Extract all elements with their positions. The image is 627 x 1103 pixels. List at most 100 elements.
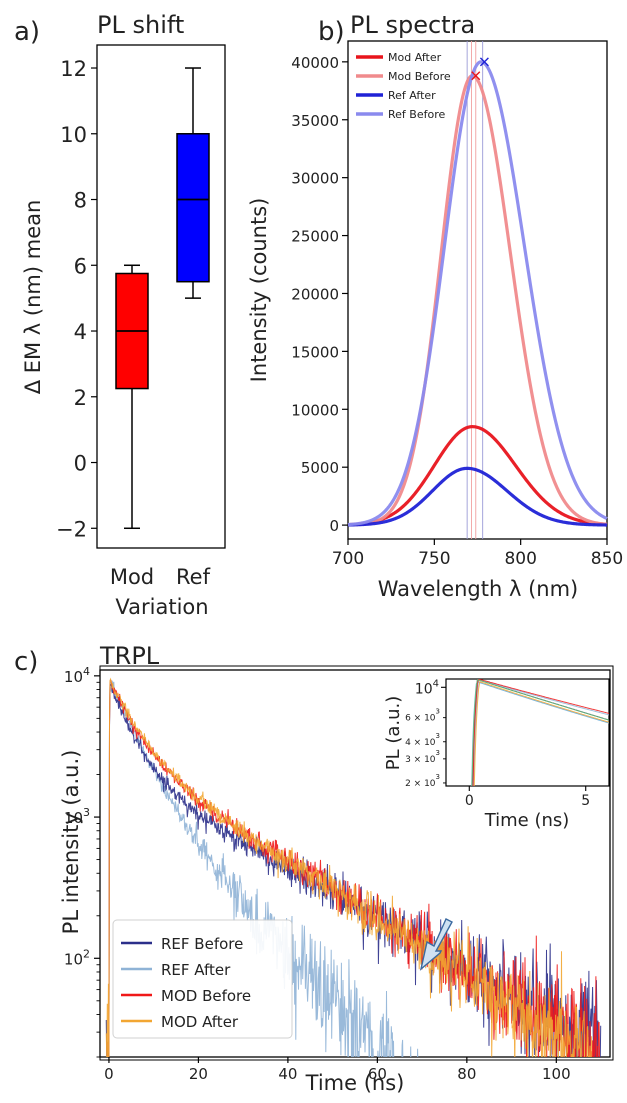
panel-b-y-tick-label: 10000 (291, 401, 339, 419)
panel-b-label: b) (318, 17, 345, 47)
panel-c-title: TRPL (99, 642, 160, 670)
legend-entry-ref-before: REF Before (121, 935, 243, 953)
legend-entry-ref-after: REF After (121, 961, 231, 979)
panel-b-y-tick-label: 35000 (291, 112, 339, 130)
panel-b: b) PL spectra 700 750 800 850 0 5000 10000 150… (247, 11, 623, 601)
panel-a-y-tick-label: 4 (74, 320, 87, 344)
panel-c-inset-y-axis-label: PL (a.u.) (383, 696, 404, 771)
legend-entry-ref-before: Ref Before (356, 108, 445, 121)
panel-c-y-tick-label: 104 (64, 665, 90, 686)
inset-trace (472, 679, 609, 786)
panel-c-x-tick-label: 60 (368, 1065, 387, 1083)
panel-c-y-ticks: 102 103 104 (64, 665, 100, 1058)
panel-a-x-axis-label: Variation (115, 595, 208, 619)
panel-c-inset-series (471, 679, 609, 786)
panel-a: a) PL shift −2 0 2 4 6 8 10 12 Mod Ref Variatio… (14, 11, 226, 619)
panel-c-inset-y-minor-label: 4 × 103 (405, 732, 440, 748)
panel-c-inset-x-tick-label: 0 (465, 793, 474, 809)
legend-entry-mod-before: Mod Before (356, 70, 451, 83)
panel-b-y-axis-label: Intensity (counts) (247, 198, 271, 383)
panel-c-x-tick-label: 80 (457, 1065, 476, 1083)
panel-c-x-axis-label: Time (ns) (305, 1071, 405, 1095)
panel-b-y-tick-label: 0 (329, 517, 339, 535)
box-ref (176, 67, 210, 299)
panel-a-y-tick-label: 12 (60, 57, 87, 81)
peak-marker-x (479, 57, 489, 67)
panel-b-peak-guides (466, 41, 484, 539)
panel-c-series (105, 677, 602, 1057)
panel-b-x-tick-label: 700 (332, 549, 364, 569)
panel-b-y-tick-label: 25000 (291, 228, 339, 246)
panel-b-x-tick-label: 800 (504, 549, 536, 569)
panel-c-y-tick-label: 103 (64, 806, 90, 827)
series-line-mod-before (347, 74, 608, 527)
panel-c-inset-x-tick-label: 5 (581, 793, 590, 809)
legend-label: Mod After (388, 51, 442, 64)
panel-a-category-mod: Mod (110, 565, 154, 589)
panel-b-y-tick-label: 5000 (301, 459, 339, 477)
legend-entry-mod-after: MOD After (121, 1013, 239, 1031)
panel-b-x-axis-label: Wavelength λ (nm) (378, 577, 579, 601)
panel-c-label: c) (14, 647, 38, 677)
panel-b-x-ticks: 700 750 800 850 (332, 539, 623, 569)
panel-b-x-tick-label: 750 (418, 549, 450, 569)
inset-trace (472, 679, 609, 786)
box-iqr (176, 133, 210, 283)
box-mod (115, 264, 149, 530)
panel-b-y-tick-label: 15000 (291, 343, 339, 361)
legend-entry-mod-before: MOD Before (121, 987, 251, 1005)
panel-a-y-tick-label: −2 (56, 517, 87, 541)
trpl-trace-ref-after (105, 679, 419, 1057)
panel-c-inset-y-tick-label: 104 (415, 678, 439, 697)
panel-a-y-tick-label: 8 (74, 189, 87, 213)
panel-c-x-ticks: 0 20 40 60 80 100 (104, 1057, 571, 1083)
panel-a-y-tick-label: 2 (74, 386, 87, 410)
peak-marker-x (471, 71, 481, 81)
panel-b-title: PL spectra (350, 11, 475, 39)
panel-c-x-tick-label: 100 (542, 1065, 571, 1083)
panel-b-series (347, 60, 608, 527)
panel-c-inset-y-minor-label: 6 × 103 (405, 708, 440, 724)
panel-b-x-tick-label: 850 (591, 549, 623, 569)
inset-trace (471, 679, 609, 786)
trpl-trace-ref-before (105, 683, 602, 1057)
legend-label: Ref After (388, 89, 436, 102)
inset-trace (473, 681, 609, 786)
panel-c-y-tick-label: 102 (64, 947, 90, 968)
panel-a-label: a) (14, 17, 40, 47)
panel-a-y-ticks: −2 0 2 4 6 8 10 12 (56, 57, 97, 541)
panel-b-y-tick-label: 30000 (291, 170, 339, 188)
panel-c-x-tick-label: 20 (189, 1065, 208, 1083)
panel-c-inset-x-axis-label: Time (ns) (484, 810, 570, 831)
panel-b-peak-markers (471, 57, 489, 81)
panel-b-plot-frame (347, 40, 608, 540)
panel-b-y-ticks: 0 5000 10000 15000 20000 25000 30000 35000 40000 (291, 54, 348, 535)
legend-label: MOD After (161, 1013, 239, 1031)
panel-b-legend: Mod After Mod Before Ref After Ref Before (356, 51, 451, 121)
down-arrow-icon (419, 918, 453, 971)
legend-label: REF Before (161, 935, 243, 953)
legend-label: REF After (161, 961, 231, 979)
panel-a-y-axis-label: Δ EM λ (nm) mean (21, 200, 45, 395)
panel-c: c) TRPL 0 20 40 60 80 100 102 103 104 REF Befor… (14, 642, 614, 1095)
panel-c-decay-arrow (419, 918, 453, 971)
panel-a-boxes (115, 67, 210, 530)
panel-c-x-tick-label: 0 (104, 1065, 114, 1083)
panel-c-plot-frame (99, 669, 611, 1058)
legend-box (112, 919, 293, 1039)
panel-b-y-tick-label: 40000 (291, 54, 339, 72)
panel-a-plot-frame (96, 44, 226, 549)
series-line-ref-before (347, 60, 608, 527)
legend-entry-ref-after: Ref After (356, 89, 436, 102)
panel-a-y-tick-label: 0 (74, 452, 87, 476)
panel-c-legend: REF Before REF After MOD Before MOD After (112, 919, 293, 1039)
panel-c-x-tick-label: 40 (278, 1065, 297, 1083)
series-line-ref-after (347, 466, 608, 527)
panel-c-inset-y-minor-label: 2 × 103 (405, 773, 440, 789)
panel-a-category-ref: Ref (176, 565, 211, 589)
legend-label: Ref Before (388, 108, 445, 121)
panel-b-y-tick-label: 20000 (291, 285, 339, 303)
